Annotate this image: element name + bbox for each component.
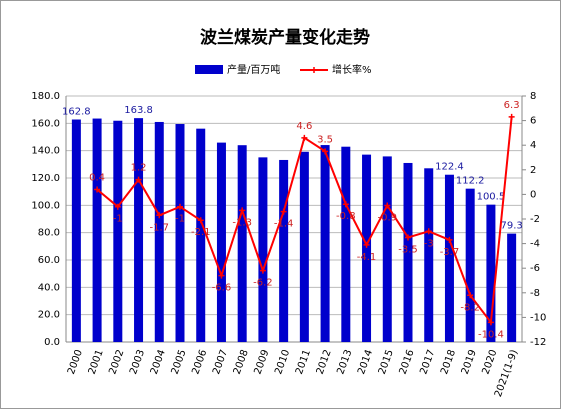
bar-value-label: 122.4 [435,162,464,173]
y-tick-label: 20.0 [38,310,60,321]
bar [362,154,372,342]
y2-tick-label: -10 [530,312,546,323]
bar [154,121,164,342]
y2-tick-label: 4 [530,140,536,151]
bar-value-label: 163.8 [124,105,153,116]
y-tick-label: 60.0 [38,255,60,266]
y2-tick-label: 6 [530,116,536,127]
line-marker [218,272,225,279]
y-tick-label: 180.0 [31,91,60,102]
y-tick-label: 160.0 [31,118,60,129]
bar [258,157,268,342]
line-marker [508,113,515,120]
bar [320,145,330,342]
y-tick-label: 80.0 [38,228,60,239]
line-marker [280,208,287,215]
y2-tick-label: 8 [530,91,536,102]
bar-value-label: 100.5 [477,192,506,203]
line-marker [156,212,163,219]
y2-tick-label: -4 [530,239,540,250]
bar [134,118,144,342]
line-marker [425,228,432,235]
line-marker [114,203,121,210]
line-marker [342,201,349,208]
y2-tick-label: 0 [530,189,536,200]
line-value-label: -6.2 [253,278,273,289]
bar [299,151,309,342]
line-value-label: -3.7 [440,247,460,258]
line-value-label: -1.4 [274,219,294,230]
legend-swatch [195,65,223,74]
bar [507,233,517,342]
y-tick-label: 120.0 [31,173,60,184]
line-value-label: -2.1 [191,227,211,238]
line-marker [384,202,391,209]
bar [382,156,392,342]
line-value-label: -0.9 [378,212,398,223]
line-marker [322,148,329,155]
line-marker [239,207,246,214]
line-value-label: -1.3 [232,217,252,228]
y2-tick-label: -2 [530,214,540,225]
line-marker [94,186,101,193]
line-value-label: -6.6 [212,283,232,294]
line-value-label: -3.5 [398,244,418,255]
y-tick-label: 40.0 [38,282,60,293]
y-tick-label: 0.0 [44,337,60,348]
bar [444,174,454,342]
line-marker [363,241,370,248]
line-value-label: -1 [113,214,123,225]
line-marker [301,134,308,141]
line-value-label: 4.6 [296,121,312,132]
bar [92,118,102,342]
line-value-label: -3 [424,238,434,249]
line-marker [446,236,453,243]
line-marker [467,292,474,299]
line-value-label: -1.7 [150,222,170,233]
bar [216,142,226,342]
y2-tick-label: -6 [530,263,540,274]
line-value-label: -0.8 [336,211,356,222]
bar [279,159,289,342]
bar [465,188,475,342]
legend-marker [311,67,317,73]
legend-label: 产量/百万吨 [227,63,280,76]
bar [403,162,413,342]
bar [424,168,434,342]
bar [196,128,206,342]
y2-tick-label: 2 [530,165,536,176]
line-value-label: 1.2 [131,163,147,174]
line-marker [135,176,142,183]
y2-tick-label: -12 [530,337,546,348]
legend-label: 增长率% [332,63,372,76]
bar [71,119,81,342]
bar [341,146,351,342]
line-value-label: -10.4 [478,329,504,340]
y-tick-label: 100.0 [31,200,60,211]
bar-value-label: 162.8 [62,107,91,118]
bar [237,145,247,342]
bar [175,124,185,343]
y-tick-label: 140.0 [31,146,60,157]
bar-value-label: 79.3 [501,221,523,232]
line-value-label: 3.5 [317,134,333,145]
line-value-label: -8.2 [460,302,480,313]
line-marker [487,319,494,326]
bar [486,204,496,342]
line-marker [177,203,183,210]
line-marker [405,234,411,241]
line-value-label: -1 [175,214,185,225]
line-value-label: 0.4 [89,172,105,183]
bar-value-label: 112.2 [456,176,485,187]
line-marker [197,217,204,224]
line-marker [259,267,266,274]
y2-tick-label: -8 [530,288,540,299]
chart-title: 波兰煤炭产量变化走势 [200,27,370,48]
line-value-label: -4.1 [357,252,377,263]
line-value-label: 6.3 [504,100,520,111]
bar [113,120,123,342]
